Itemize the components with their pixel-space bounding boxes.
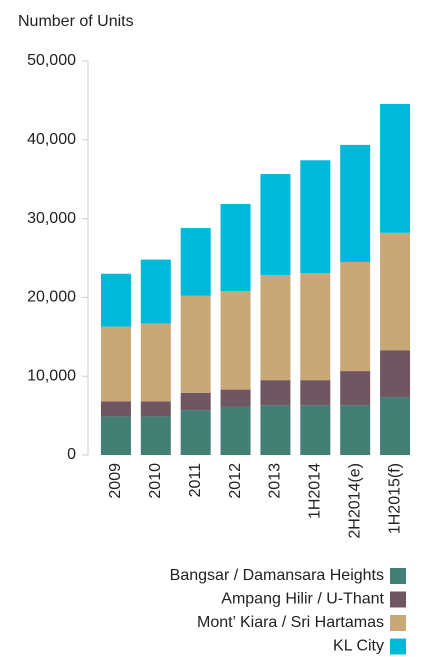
bar-segment: [140, 323, 171, 402]
x-tick-label: 1H2014: [307, 463, 324, 519]
bar-segment: [300, 380, 331, 406]
legend-label: Ampang Hilir / U-Thant: [221, 591, 384, 608]
x-tick-label: 2010: [147, 463, 164, 499]
legend-swatch: [390, 615, 406, 631]
bar-segment: [140, 416, 171, 455]
bar-segment: [100, 401, 131, 417]
legend-swatch: [390, 568, 406, 584]
y-tick-label: 10,000: [27, 367, 76, 384]
bar-segment: [380, 103, 411, 233]
y-tick-label: 50,000: [27, 52, 76, 69]
bar-segment: [140, 259, 171, 324]
x-tick-label: 2009: [107, 463, 124, 499]
bar-segment: [340, 371, 371, 406]
x-tick-label: 2013: [267, 463, 284, 499]
bar-segment: [340, 405, 371, 455]
bar-segment: [180, 392, 211, 411]
bar-segment: [180, 228, 211, 296]
bar-segment: [380, 397, 411, 455]
bar-segment: [260, 174, 291, 275]
bar-segment: [220, 204, 251, 292]
legend-swatch: [390, 591, 406, 608]
y-tick-label: 40,000: [27, 131, 76, 148]
bar-segment: [260, 380, 291, 406]
y-tick-label: 20,000: [27, 289, 76, 306]
bar-segment: [300, 405, 331, 455]
legend-label: Mont’ Kiara / Sri Hartamas: [197, 614, 384, 631]
y-tick-label: 30,000: [27, 210, 76, 227]
bar-segment: [300, 272, 331, 381]
bar-segment: [260, 274, 291, 381]
bar-segment: [180, 295, 211, 393]
x-tick-label: 2H2014(e): [346, 463, 363, 539]
bar-segment: [100, 273, 131, 327]
y-tick-label: 0: [67, 446, 76, 463]
bar-segment: [220, 406, 251, 455]
bar-segment: [140, 401, 171, 417]
y-axis-title: Number of Units: [18, 13, 134, 30]
bar-segment: [380, 232, 411, 351]
bar-segment: [180, 410, 211, 455]
x-tick-label: 1H2015(f): [386, 463, 403, 534]
bar-segment: [380, 350, 411, 398]
bar-segment: [260, 405, 291, 455]
bar-segment: [340, 144, 371, 262]
bar-segment: [100, 416, 131, 455]
legend-swatch: [390, 638, 406, 655]
bar-segment: [340, 261, 371, 372]
bar-segment: [220, 291, 251, 390]
bar-segment: [220, 389, 251, 407]
x-tick-label: 2012: [227, 463, 244, 499]
legend-label: Bangsar / Damansara Heights: [170, 567, 384, 584]
x-tick-label: 2011: [187, 463, 204, 498]
bar-segment: [300, 160, 331, 273]
legend-label: KL City: [333, 638, 384, 655]
bar-segment: [100, 326, 131, 402]
